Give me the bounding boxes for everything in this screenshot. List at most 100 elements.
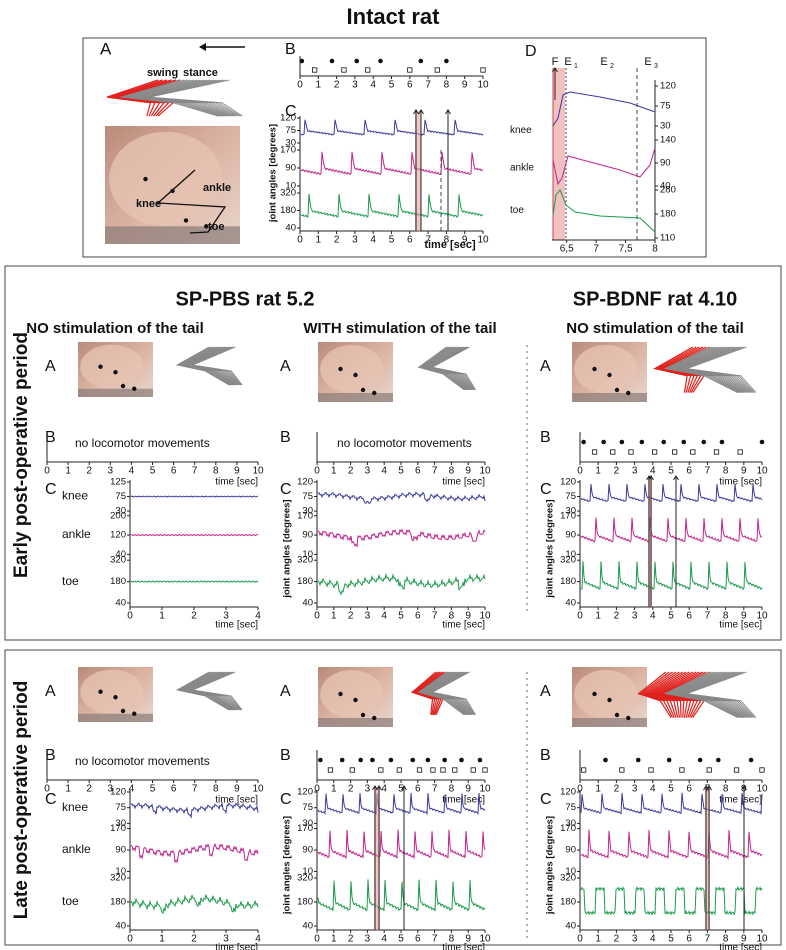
stance-onset xyxy=(706,767,712,773)
x-tick-label: 3 xyxy=(108,466,114,477)
y-tick-label: 40 xyxy=(660,181,671,192)
y-tick-label: 75 xyxy=(302,802,313,813)
marker-dot xyxy=(614,387,620,393)
panel-letter: A xyxy=(280,358,291,375)
y-tick-label: 120 xyxy=(560,787,576,798)
x-tick-label: 6 xyxy=(686,784,692,795)
x-tick-label: 3 xyxy=(365,466,371,477)
x-axis-title: time [sec] xyxy=(442,795,485,806)
swing-onset xyxy=(354,58,360,64)
trace xyxy=(317,572,486,596)
marker-dot xyxy=(360,712,366,718)
y-tick-label: 30 xyxy=(285,138,296,149)
panel-letter: C xyxy=(285,103,297,120)
y-tick-label: 90 xyxy=(302,530,313,541)
x-tick-label: 2 xyxy=(348,466,354,477)
x-tick-label: 0 xyxy=(127,611,133,622)
swing-stick xyxy=(641,671,675,718)
x-tick-label: 0 xyxy=(314,934,320,945)
y-tick-label: 10 xyxy=(115,866,126,877)
x-tick-label: 10 xyxy=(479,784,491,795)
x-tick-label: 2 xyxy=(348,611,354,622)
x-tick-label: 7 xyxy=(192,466,198,477)
x-tick-label: 1 xyxy=(331,611,337,622)
y-tick-label: 180 xyxy=(280,205,296,216)
y-tick-label: 10 xyxy=(565,549,576,560)
photo-body xyxy=(320,345,384,393)
stance-onset xyxy=(416,767,423,773)
stance-stick xyxy=(686,671,757,718)
y-tick-label: 40 xyxy=(302,598,313,609)
note: no locomotor movements xyxy=(75,436,210,450)
x-tick-label: 10 xyxy=(252,784,264,795)
x-tick-label: 5 xyxy=(668,934,674,945)
x-tick-label: 5 xyxy=(668,784,674,795)
x-tick-label: 4 xyxy=(370,80,376,91)
panel-letter: B xyxy=(285,41,296,58)
stance-onset xyxy=(452,767,458,773)
y-tick-label: 40 xyxy=(285,223,296,234)
event-sub: 2 xyxy=(610,63,614,70)
x-tick-label: 10 xyxy=(479,611,491,622)
condition-title: WITH stimulation of the tail xyxy=(303,320,496,337)
x-axis-title: time [sec] xyxy=(442,620,485,631)
trace xyxy=(580,561,763,591)
x-tick-label: 4 xyxy=(650,934,656,945)
x-tick-label: 7 xyxy=(432,784,438,795)
x-tick-label: 10 xyxy=(756,934,768,945)
y-axis-title: joint angles [degrees] xyxy=(545,816,556,915)
marker-dot xyxy=(338,691,343,697)
y-tick-label: 320 xyxy=(110,555,126,566)
trace xyxy=(130,580,259,583)
trace xyxy=(580,792,763,816)
photo-body xyxy=(320,670,384,718)
swing-onset xyxy=(759,439,765,445)
trace xyxy=(580,517,763,543)
x-tick-label: 7 xyxy=(192,784,198,795)
swing-onset xyxy=(748,757,754,763)
note: no locomotor movements xyxy=(337,436,472,450)
photo-floor xyxy=(105,226,240,244)
x-tick-label: 4 xyxy=(370,235,376,246)
swing-stick xyxy=(649,671,687,718)
y-tick-label: 320 xyxy=(560,555,576,566)
x-tick-label: 5 xyxy=(668,466,674,477)
figure-title: Intact rat xyxy=(347,4,441,29)
x-tick-label: 10 xyxy=(479,934,491,945)
x-tick-label: 8 xyxy=(652,244,658,255)
swing-onset xyxy=(635,757,641,763)
y-tick-label: 170 xyxy=(297,823,313,834)
x-tick-label: 0 xyxy=(44,466,50,477)
x-axis-title: time [sec] xyxy=(719,477,762,488)
swing-onset xyxy=(444,58,449,64)
stance-onset xyxy=(581,767,587,773)
stance-label: stance xyxy=(183,67,218,79)
photo-floor xyxy=(78,713,153,722)
swing-stick xyxy=(106,79,159,117)
x-axis-title: time [sec] xyxy=(719,620,762,631)
arrow-head xyxy=(445,109,451,115)
arrow-head xyxy=(418,109,424,115)
swing-stick xyxy=(410,671,437,715)
stance-onset xyxy=(737,449,743,455)
stance-onset xyxy=(378,767,384,773)
swing-onset xyxy=(603,757,608,763)
swing-stick xyxy=(651,671,690,718)
x-tick-label: 4 xyxy=(650,611,656,622)
y-tick-label: 120 xyxy=(660,81,676,92)
y-tick-label: 120 xyxy=(297,477,313,488)
x-tick-label: 2 xyxy=(86,466,92,477)
stance-onset xyxy=(679,767,685,773)
x-tick-label: 8 xyxy=(449,934,455,945)
panel-letter: C xyxy=(45,791,57,808)
marker-dot xyxy=(132,386,137,391)
y-tick-label: 180 xyxy=(110,897,126,908)
marker-dot xyxy=(204,224,209,229)
y-tick-label: 280 xyxy=(660,185,676,196)
stance-onset xyxy=(733,767,740,773)
x-tick-label: 10 xyxy=(479,466,491,477)
y-tick-label: 320 xyxy=(280,188,296,199)
swing-onset xyxy=(388,757,394,763)
y-tick-label: 200 xyxy=(110,510,126,521)
x-tick-label: 3 xyxy=(632,934,638,945)
